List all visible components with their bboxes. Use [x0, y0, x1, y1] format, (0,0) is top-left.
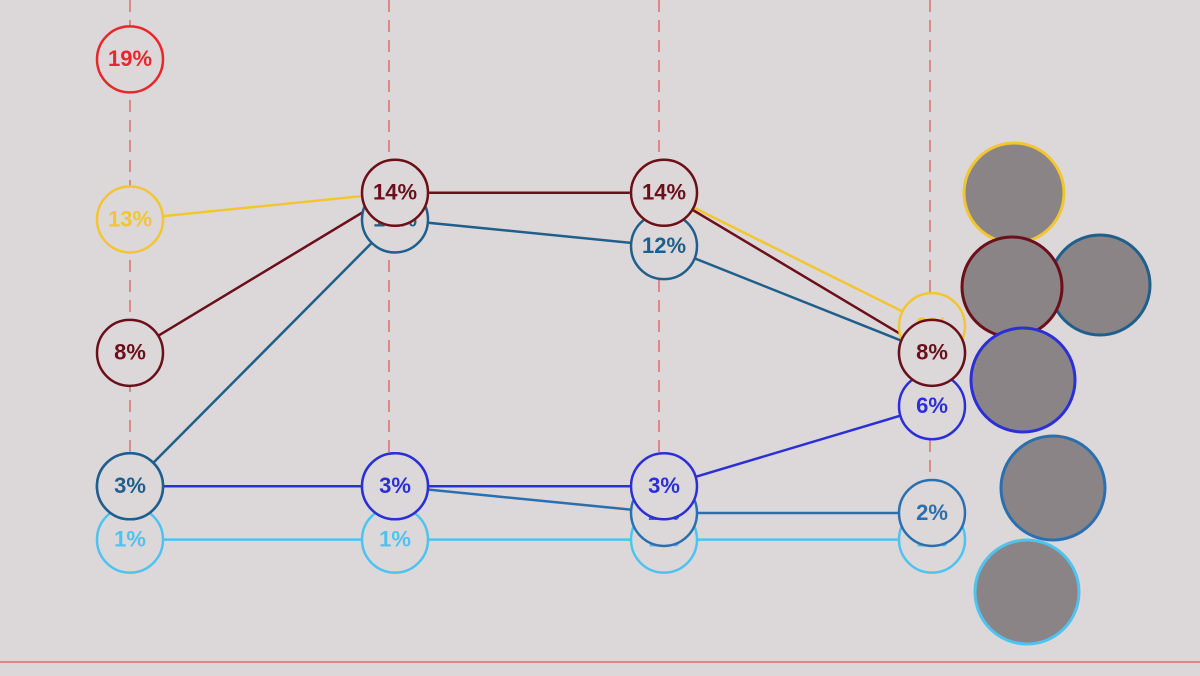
portrait	[1048, 233, 1152, 337]
value-label: 1%	[114, 526, 146, 551]
point	[897, 478, 967, 548]
value-label: 14%	[642, 180, 686, 205]
value-label: 3%	[379, 473, 411, 498]
point	[360, 452, 430, 521]
portrait	[973, 538, 1081, 646]
value-label: 13%	[108, 206, 152, 231]
value-label: 1%	[379, 526, 411, 551]
portrait	[960, 235, 1064, 339]
value-label: 8%	[916, 340, 948, 365]
point	[95, 452, 165, 521]
value-label: 19%	[108, 46, 152, 71]
series-line	[129, 191, 933, 354]
value-label: 14%	[373, 180, 417, 205]
value-label: 2%	[916, 500, 948, 525]
portraits	[960, 141, 1152, 646]
point	[95, 185, 165, 254]
point	[629, 158, 699, 228]
point	[95, 25, 165, 94]
value-label: 12%	[642, 233, 686, 258]
portrait	[969, 326, 1077, 434]
point	[360, 158, 430, 228]
portrait	[999, 434, 1107, 542]
series-line	[129, 218, 933, 488]
value-label: 3%	[648, 473, 680, 498]
value-label: 8%	[114, 340, 146, 365]
series-line	[130, 405, 933, 488]
series-line	[130, 485, 932, 515]
point	[95, 318, 165, 388]
point	[629, 452, 699, 521]
value-label: 6%	[916, 393, 948, 418]
portrait	[962, 141, 1066, 245]
value-label: 3%	[114, 473, 146, 498]
point	[897, 318, 967, 388]
